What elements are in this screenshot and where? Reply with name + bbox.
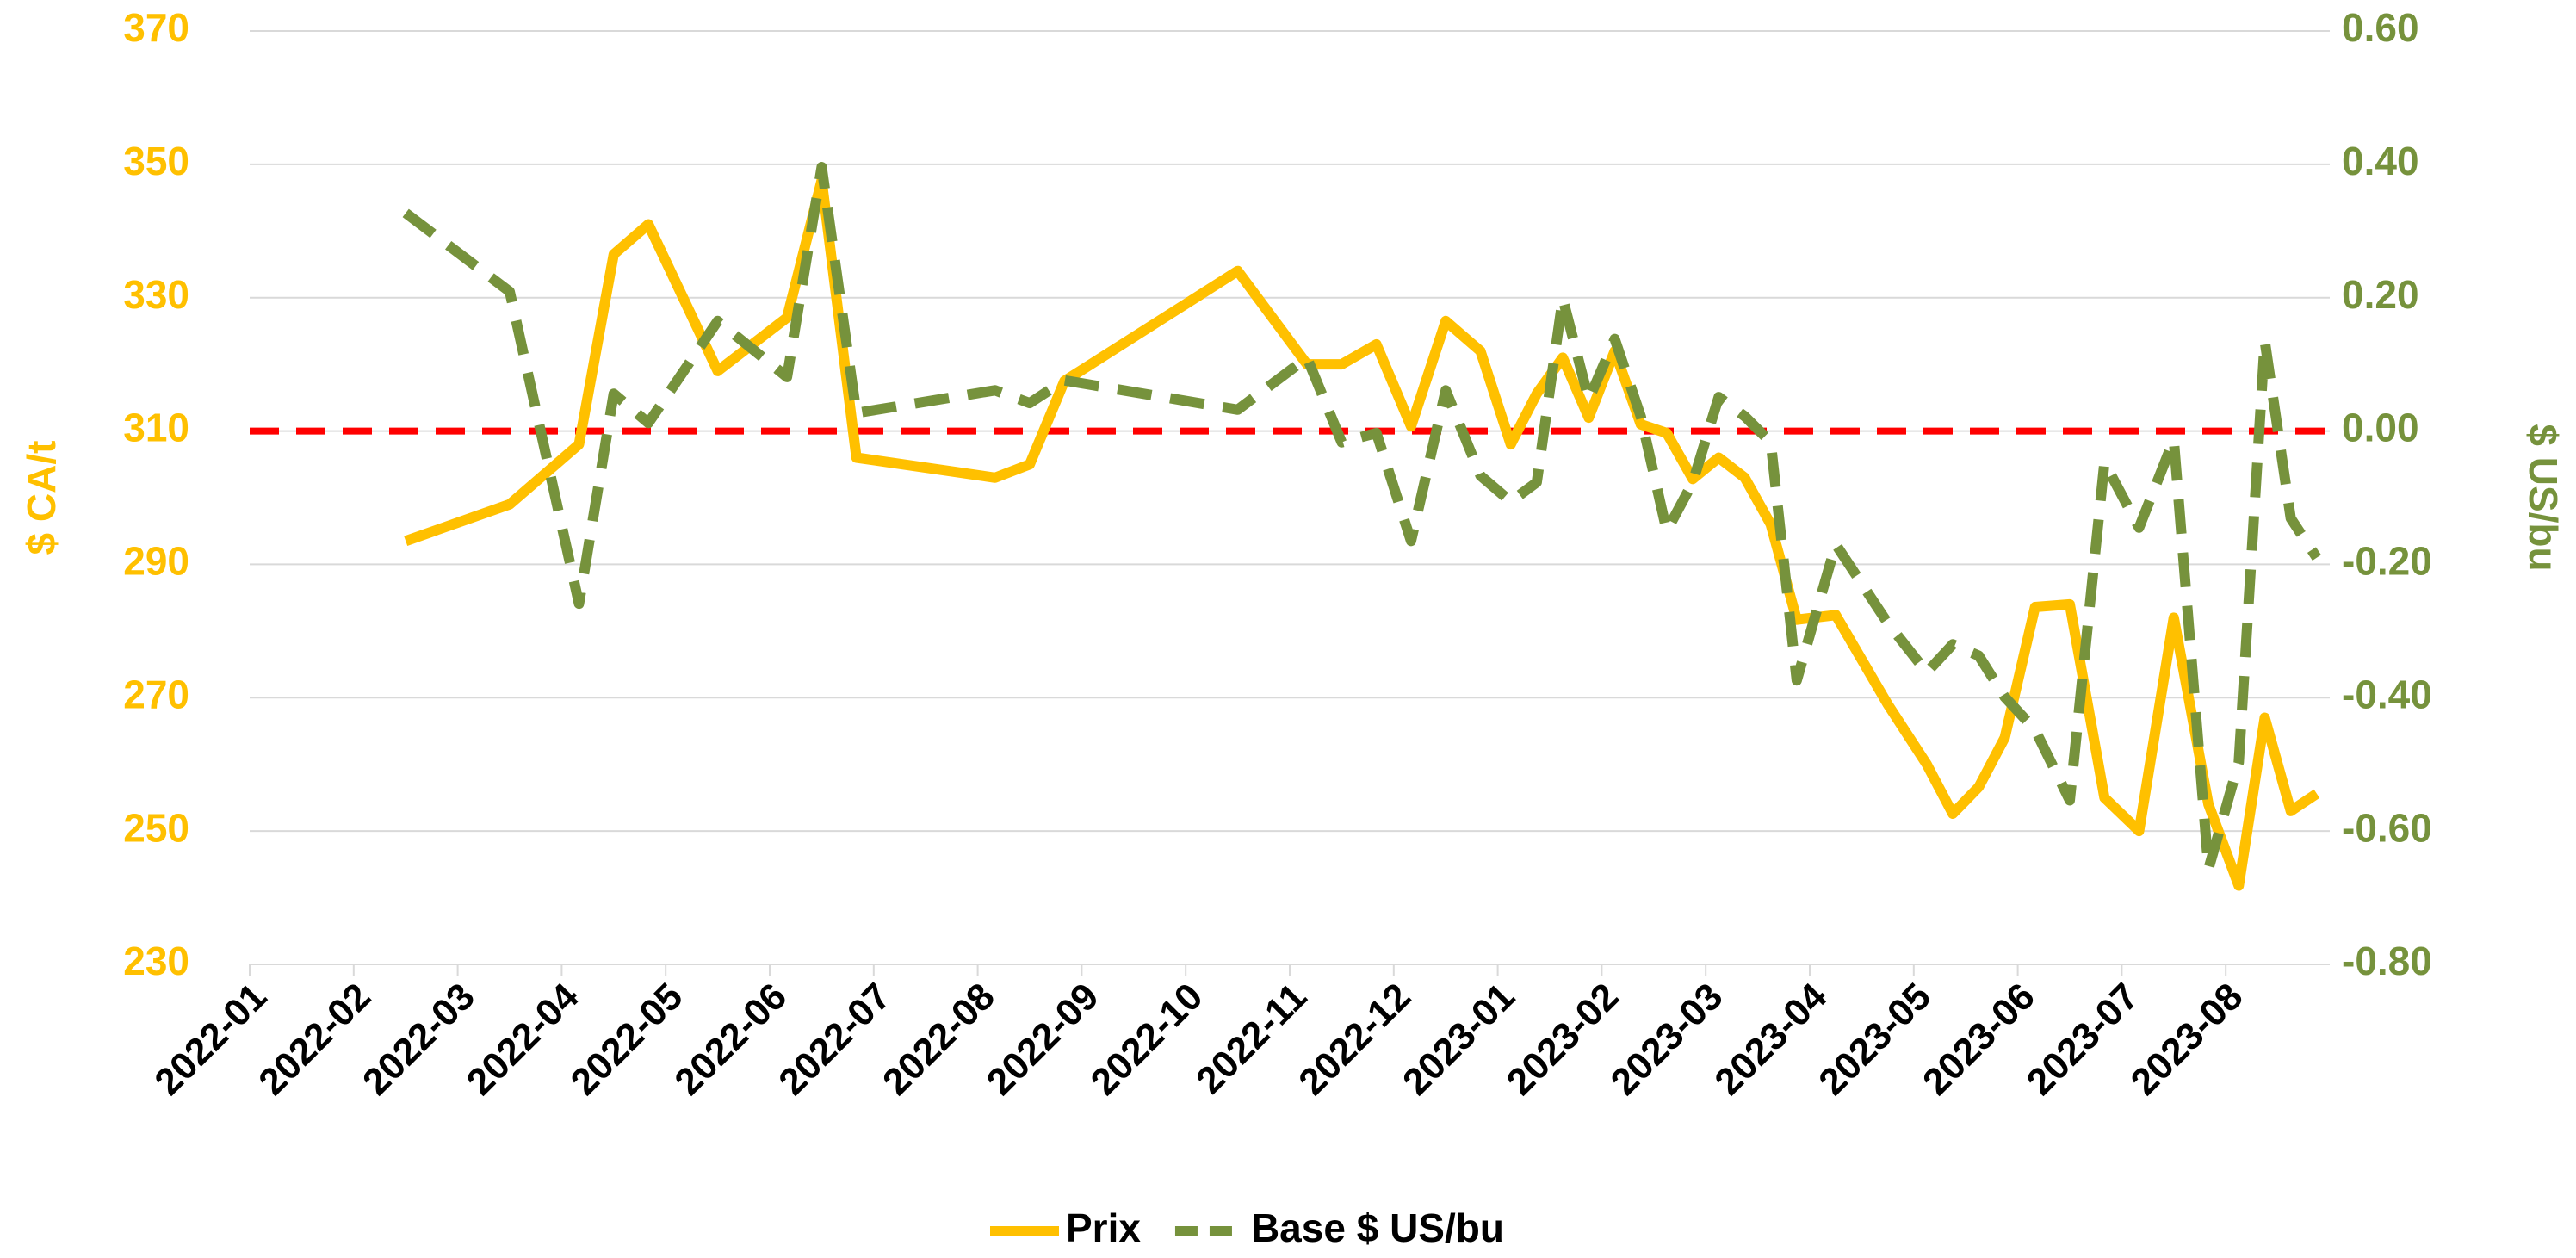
y-tick-label: 250 [123, 805, 189, 850]
x-tick-label: 2023-04 [1706, 975, 1835, 1103]
series-line [402, 162, 2321, 875]
y-tick-label: 350 [123, 139, 189, 183]
x-tick-label: 2023-02 [1499, 976, 1627, 1104]
series-line [404, 175, 2320, 891]
y2-tick-label: -0.60 [2342, 805, 2432, 850]
x-tick-label: 2022-07 [771, 976, 899, 1104]
y2-tick-label: 0.40 [2342, 139, 2419, 183]
x-tick-label: 2023-07 [2019, 976, 2147, 1104]
x-tick-label: 2023-05 [1811, 976, 1939, 1104]
y2-tick-label: 0.60 [2342, 5, 2419, 50]
x-tick-label: 2023-03 [1603, 976, 1731, 1104]
x-tick-label: 2023-06 [1915, 976, 2043, 1104]
y2-tick-label: 0.00 [2342, 406, 2419, 450]
y-tick-label: 370 [123, 5, 189, 50]
x-tick-label: 2022-11 [1188, 976, 1315, 1102]
x-tick-label: 2023-08 [2123, 976, 2251, 1104]
y-tick-label: 310 [123, 406, 189, 450]
legend-label: Prix [1066, 1205, 1141, 1250]
y-axis-title: $ CA/t [19, 441, 64, 555]
y-tick-label: 230 [123, 939, 189, 983]
y2-tick-label: -0.80 [2342, 939, 2432, 983]
y2-tick-label: 0.20 [2342, 272, 2419, 317]
x-tick-label: 2022-05 [563, 976, 691, 1104]
y2-axis-title: $ US/bu [2521, 424, 2566, 571]
x-tick-label: 2022-08 [875, 976, 1003, 1104]
y-tick-label: 290 [123, 539, 189, 584]
x-tick-label: 2022-01 [146, 976, 275, 1104]
x-tick-label: 2022-12 [1291, 976, 1419, 1104]
x-tick-label: 2023-01 [1395, 976, 1523, 1104]
y-tick-label: 330 [123, 272, 189, 317]
x-tick-label: 2022-02 [251, 976, 379, 1104]
x-tick-label: 2022-09 [979, 976, 1107, 1104]
legend-label: Base $ US/bu [1251, 1205, 1504, 1250]
y-tick-label: 270 [123, 672, 189, 716]
x-tick-label: 2022-04 [459, 975, 587, 1103]
x-tick-label: 2022-10 [1083, 976, 1211, 1104]
x-tick-label: 2022-03 [355, 976, 483, 1104]
x-tick-label: 2022-06 [666, 976, 795, 1104]
y2-tick-label: -0.20 [2342, 539, 2432, 584]
y2-tick-label: -0.40 [2342, 672, 2432, 716]
